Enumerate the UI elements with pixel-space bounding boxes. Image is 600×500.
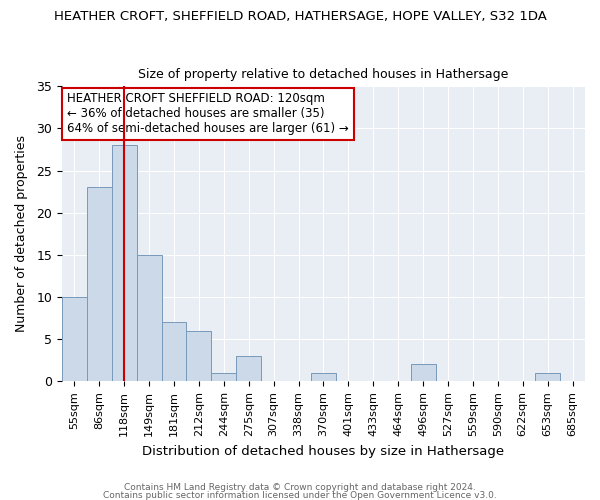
Bar	[211, 373, 236, 382]
Bar	[311, 373, 336, 382]
Bar	[236, 356, 261, 382]
Y-axis label: Number of detached properties: Number of detached properties	[15, 136, 28, 332]
Bar	[410, 364, 436, 382]
Text: Contains public sector information licensed under the Open Government Licence v3: Contains public sector information licen…	[103, 492, 497, 500]
Text: HEATHER CROFT, SHEFFIELD ROAD, HATHERSAGE, HOPE VALLEY, S32 1DA: HEATHER CROFT, SHEFFIELD ROAD, HATHERSAG…	[53, 10, 547, 23]
Bar	[62, 297, 87, 382]
X-axis label: Distribution of detached houses by size in Hathersage: Distribution of detached houses by size …	[142, 444, 505, 458]
Text: Contains HM Land Registry data © Crown copyright and database right 2024.: Contains HM Land Registry data © Crown c…	[124, 483, 476, 492]
Bar	[87, 188, 112, 382]
Bar	[161, 322, 187, 382]
Title: Size of property relative to detached houses in Hathersage: Size of property relative to detached ho…	[138, 68, 509, 81]
Text: HEATHER CROFT SHEFFIELD ROAD: 120sqm
← 36% of detached houses are smaller (35)
6: HEATHER CROFT SHEFFIELD ROAD: 120sqm ← 3…	[67, 92, 349, 135]
Bar	[535, 373, 560, 382]
Bar	[187, 331, 211, 382]
Bar	[112, 146, 137, 382]
Bar	[137, 255, 161, 382]
